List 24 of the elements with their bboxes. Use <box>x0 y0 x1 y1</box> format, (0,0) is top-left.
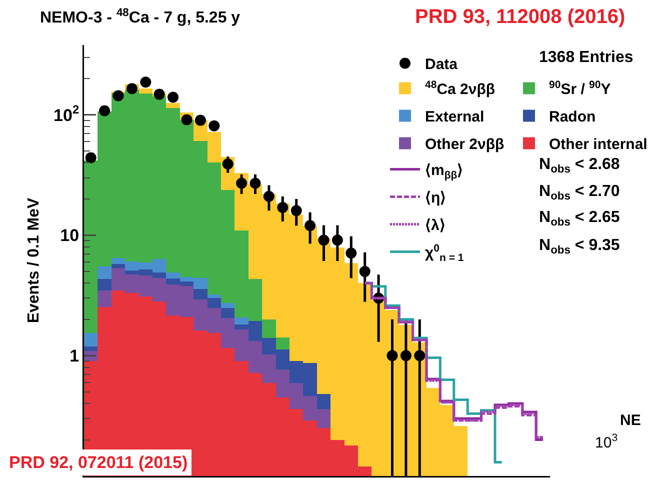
legend-label: ⟨m$_{ββ}$⟩ <box>425 162 464 182</box>
annotation: N$_{obs}$ < 2.68 <box>539 156 620 176</box>
y-axis-title: Events / 0.1 MeV <box>26 197 43 324</box>
legend-label: $^{90}$Sr / $^{90}$Y <box>549 78 611 98</box>
annotation: N$_{obs}$ < 2.65 <box>539 209 620 228</box>
legend-label: $^{48}$Ca 2νββ <box>425 78 496 98</box>
legend-label: Data <box>425 56 458 74</box>
legend-label: Other internal <box>549 136 648 154</box>
annotation: 1368 Entries <box>539 49 634 66</box>
legend-label: External <box>425 108 484 126</box>
annotation: PRD 92, 072011 (2015) <box>9 453 188 472</box>
y-tick-label: 10 <box>60 226 80 246</box>
y-tick-label: 1 <box>70 346 80 366</box>
legend-label: Radon <box>549 108 596 126</box>
y-tick-label: 10$^{2}$ <box>54 102 80 125</box>
annotation: N$_{obs}$ < 2.70 <box>539 183 620 202</box>
legend-label: Other 2νββ <box>425 136 504 154</box>
chart-subtitle: PRD 93, 112008 (2016) <box>415 6 626 28</box>
legend-label: ⟨η⟩ <box>425 190 446 207</box>
annotation: N$_{obs}$ < 9.35 <box>539 237 620 256</box>
text: 10$^{3}$ <box>595 432 618 452</box>
text: NE <box>620 412 641 429</box>
chart-title: NEMO-3 - $^{48}$Ca - 7 g, 5.25 y <box>40 6 240 27</box>
legend-label: ⟨λ⟩ <box>425 217 446 234</box>
